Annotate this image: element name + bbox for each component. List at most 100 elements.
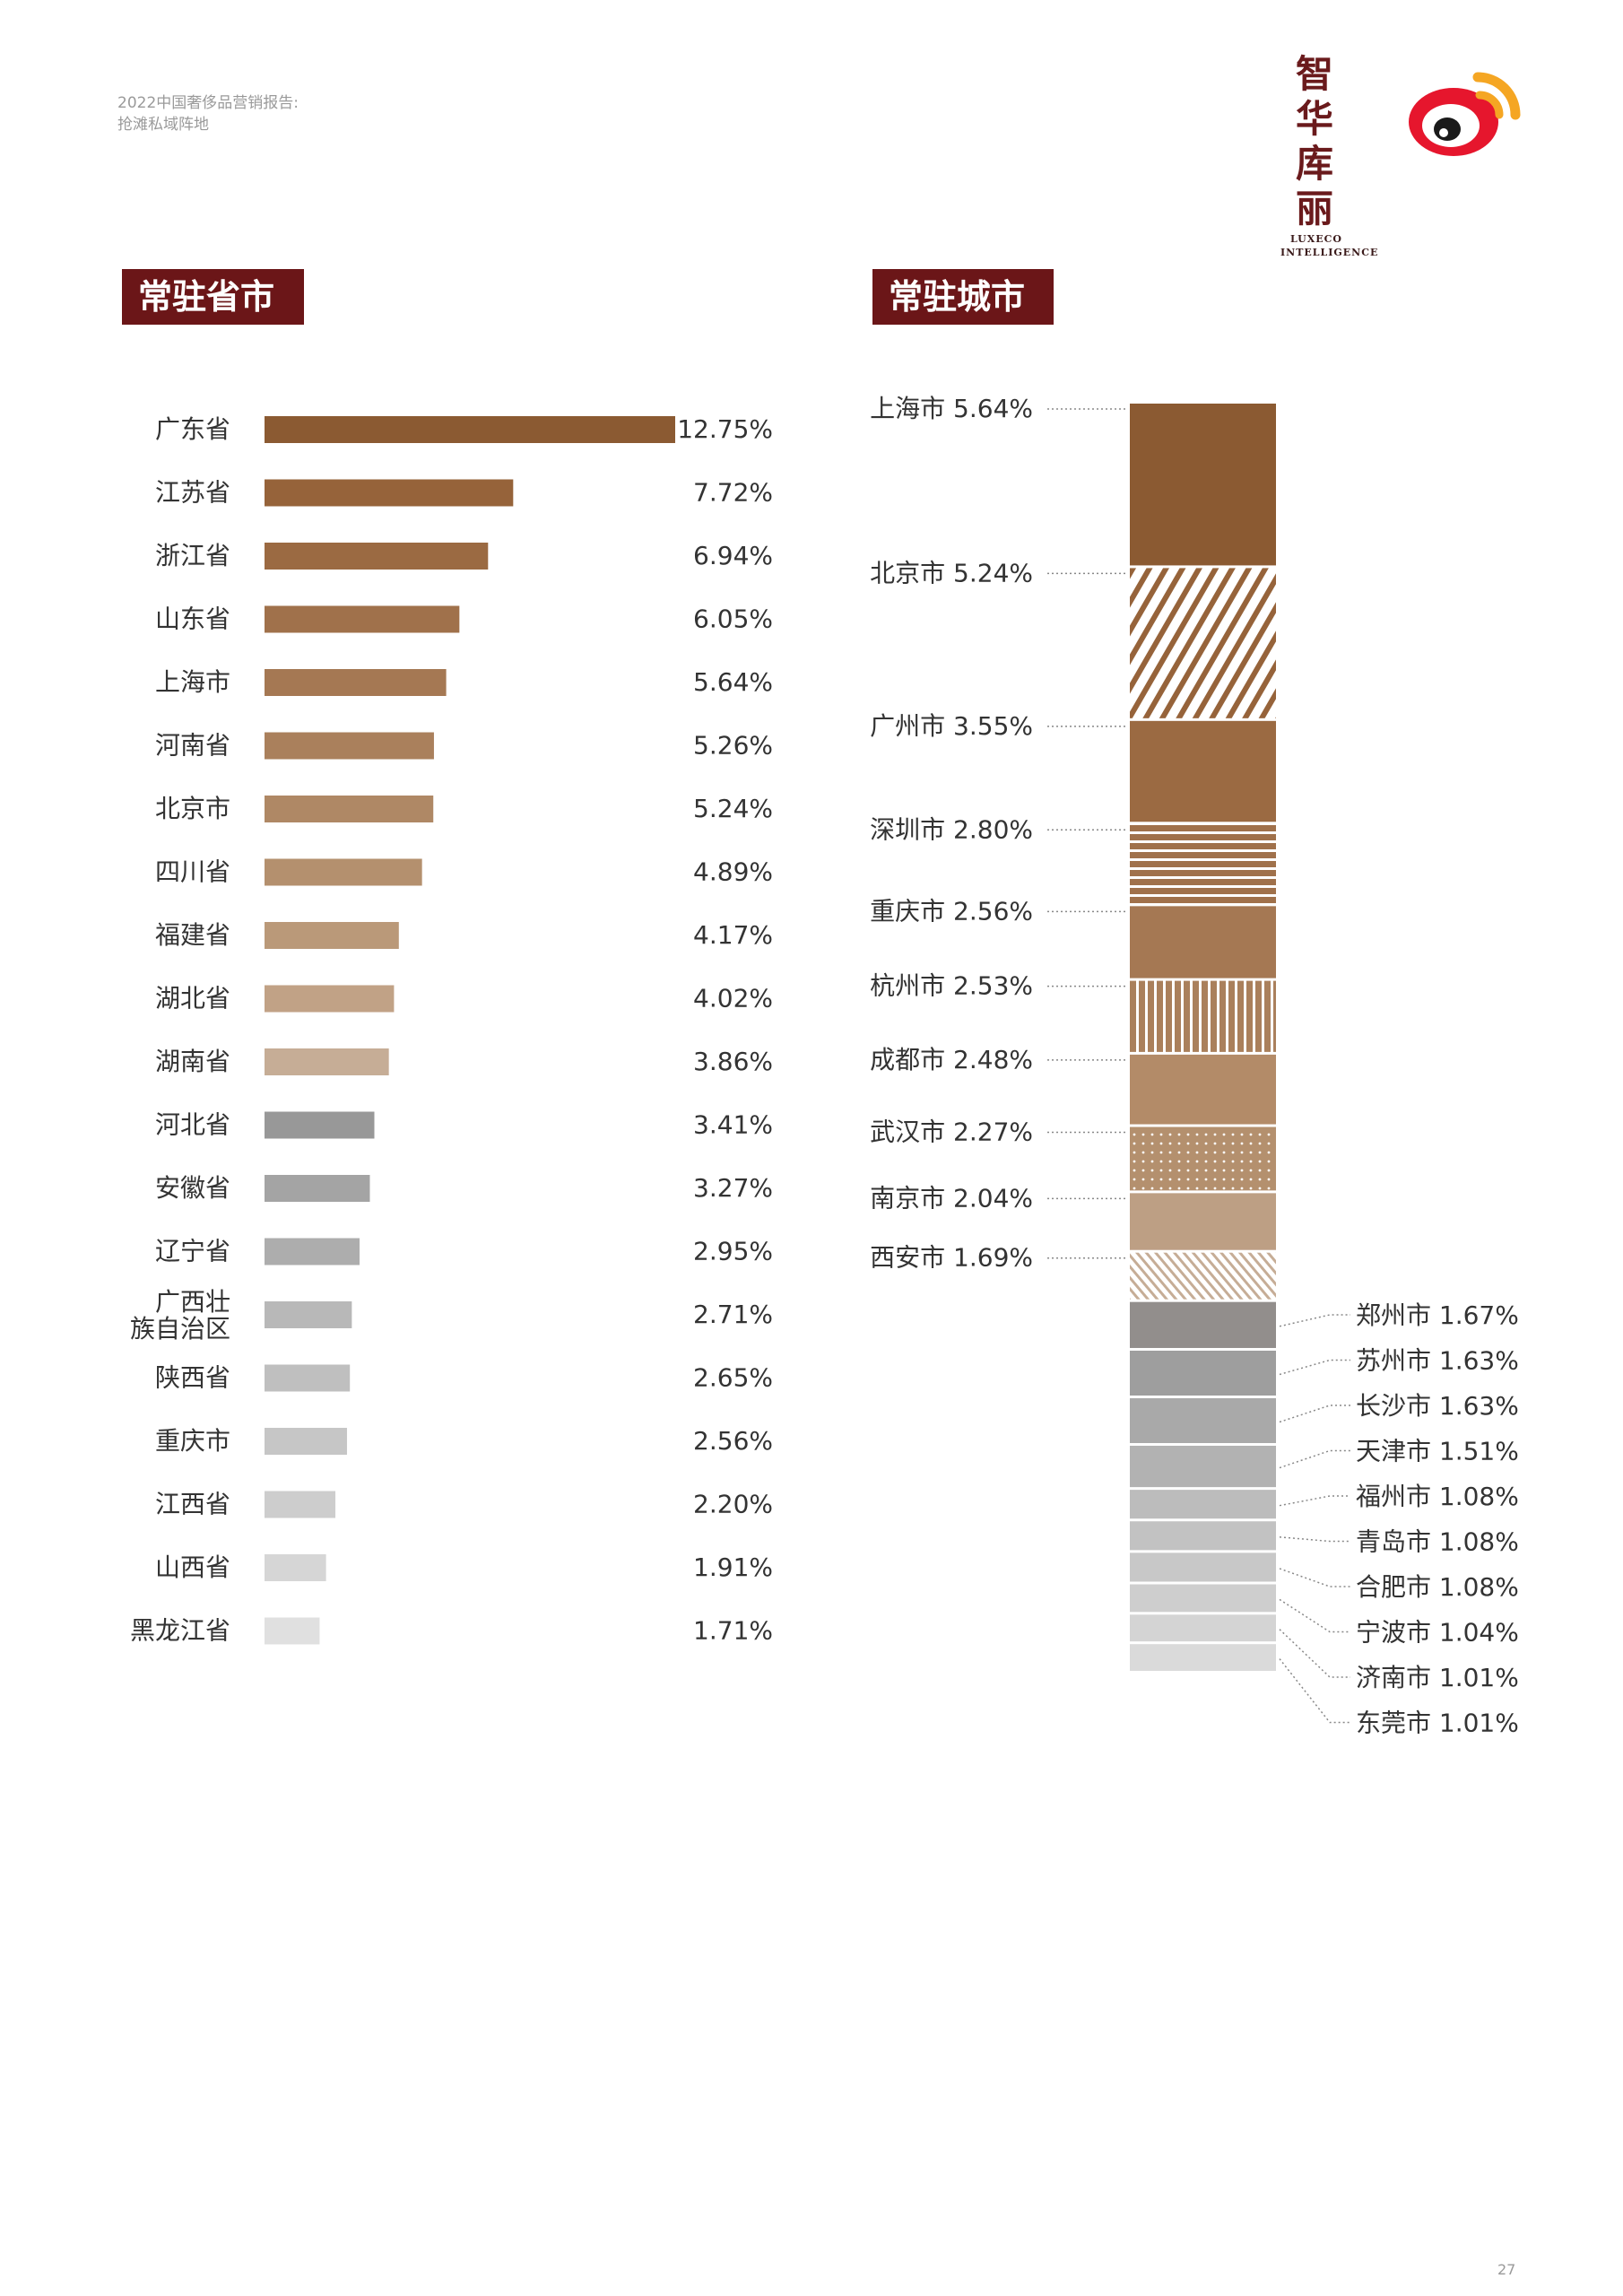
province-value-label: 7.72%	[693, 478, 773, 508]
city-leader-line	[1279, 1314, 1350, 1327]
city-label: 天津市 1.51%	[1356, 1437, 1519, 1466]
province-value-label: 2.20%	[693, 1490, 773, 1519]
city-chart-title: 常驻城市	[872, 269, 1054, 325]
city-leader-line	[1279, 1449, 1350, 1469]
province-value-label: 1.71%	[693, 1616, 773, 1646]
report-title-line1: 2022中国奢侈品营销报告:	[117, 94, 299, 112]
province-value-label: 2.65%	[693, 1363, 773, 1393]
city-segment	[1130, 720, 1276, 822]
province-label: 陕西省	[155, 1363, 230, 1393]
city-leader-line	[1279, 1536, 1350, 1543]
city-segment	[1130, 824, 1276, 904]
city-label: 成都市 2.48%	[870, 1045, 1033, 1074]
province-label: 安徽省	[155, 1173, 230, 1203]
province-bar	[265, 922, 399, 949]
province-value-label: 2.71%	[693, 1300, 773, 1329]
city-label: 深圳市 2.80%	[870, 814, 1033, 844]
city-label: 郑州市 1.67%	[1356, 1300, 1519, 1330]
city-label: 北京市 5.24%	[870, 558, 1033, 587]
province-bar	[265, 1554, 326, 1581]
province-label: 北京市	[155, 794, 230, 823]
province-label: 湖南省	[155, 1047, 230, 1076]
province-bar	[265, 1617, 320, 1645]
city-label: 西安市 1.69%	[870, 1243, 1033, 1273]
city-label: 宁波市 1.04%	[1356, 1618, 1519, 1648]
province-bar	[265, 669, 447, 696]
city-segment	[1130, 1301, 1276, 1348]
city-leader-line	[1279, 1598, 1350, 1633]
city-segment	[1130, 1614, 1276, 1642]
city-segment	[1130, 1252, 1276, 1300]
province-label: 辽宁省	[155, 1237, 230, 1266]
city-label: 苏州市 1.63%	[1356, 1346, 1519, 1376]
city-segment	[1130, 906, 1276, 978]
city-segment	[1130, 1446, 1276, 1488]
province-label: 河南省	[155, 731, 230, 761]
report-header: 2022中国奢侈品营销报告: 抢滩私域阵地	[117, 92, 299, 135]
province-label: 广东省	[155, 414, 230, 444]
province-bar	[265, 605, 460, 633]
city-label: 武汉市 2.27%	[870, 1118, 1033, 1147]
province-bar	[265, 543, 489, 570]
province-bar	[265, 1238, 360, 1265]
city-segment	[1130, 1490, 1276, 1519]
province-value-label: 5.26%	[693, 731, 773, 761]
page-number: 27	[1497, 2261, 1516, 2278]
logo-cn-top: 智华	[1295, 52, 1337, 141]
city-label: 广州市 3.55%	[870, 711, 1033, 741]
province-label: 山西省	[155, 1552, 230, 1582]
city-label: 杭州市 2.53%	[870, 971, 1033, 1001]
province-value-label: 2.95%	[693, 1237, 773, 1266]
city-segment	[1130, 1054, 1276, 1125]
city-label: 长沙市 1.63%	[1356, 1391, 1519, 1421]
province-bar	[265, 732, 434, 760]
province-bar	[265, 1301, 352, 1328]
city-label: 南京市 2.04%	[870, 1183, 1033, 1213]
city-label: 青岛市 1.08%	[1356, 1527, 1519, 1557]
province-bar	[265, 1175, 370, 1202]
province-value-label: 3.86%	[693, 1047, 773, 1076]
luxeco-logo: 智华 库丽 LUXECO INTELLIGENCE	[1280, 52, 1377, 258]
province-value-label: 12.75%	[677, 414, 773, 444]
province-chart-title: 常驻省市	[122, 269, 304, 325]
city-label: 重庆市 2.56%	[870, 896, 1033, 926]
province-value-label: 5.24%	[693, 794, 773, 823]
province-label: 河北省	[155, 1110, 230, 1140]
province-bar	[265, 479, 514, 507]
province-bar	[265, 1111, 375, 1139]
province-label: 山东省	[155, 604, 230, 634]
city-segment	[1130, 1584, 1276, 1613]
province-bar	[265, 858, 422, 886]
province-label: 重庆市	[155, 1426, 230, 1456]
city-label: 济南市 1.01%	[1356, 1663, 1519, 1692]
province-value-label: 1.91%	[693, 1552, 773, 1582]
province-label: 湖北省	[155, 984, 230, 1013]
logo-en-line1: LUXECO	[1290, 233, 1342, 245]
city-label: 福州市 1.08%	[1356, 1482, 1519, 1511]
city-label: 东莞市 1.01%	[1356, 1709, 1519, 1738]
province-value-label: 2.56%	[693, 1426, 773, 1456]
province-bar	[265, 1364, 351, 1392]
city-leader-line	[1279, 1568, 1350, 1587]
city-segment	[1130, 1644, 1276, 1671]
province-bar	[265, 985, 395, 1013]
city-segment	[1130, 1521, 1276, 1551]
province-value-label: 6.94%	[693, 541, 773, 570]
city-label: 上海市 5.64%	[870, 394, 1033, 423]
province-value-label: 3.41%	[693, 1110, 773, 1140]
province-label: 福建省	[155, 920, 230, 950]
province-bar	[265, 1491, 336, 1518]
province-label: 浙江省	[155, 541, 230, 570]
city-stacked-chart: 上海市 5.64% 北京市 5.24% 广州市 3.55% 深圳市 2.80% 重庆市 …	[870, 394, 1519, 1738]
province-value-label: 4.02%	[693, 984, 773, 1013]
city-segment	[1130, 980, 1276, 1052]
weibo-logo-icon	[1409, 72, 1521, 156]
city-segment	[1130, 1126, 1276, 1191]
province-label: 四川省	[155, 857, 230, 887]
province-value-label: 3.27%	[693, 1173, 773, 1203]
city-segment	[1130, 568, 1276, 718]
province-value-label: 5.64%	[693, 667, 773, 697]
city-segment	[1130, 1193, 1276, 1250]
province-label: 江西省	[155, 1490, 230, 1519]
